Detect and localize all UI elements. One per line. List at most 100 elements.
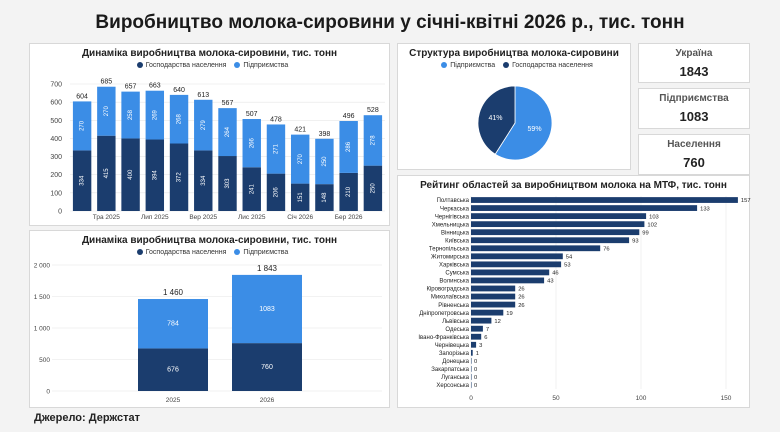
bar-enterprises: [169, 94, 189, 144]
pie-label: 41%: [488, 115, 502, 122]
data-label-households: 415: [104, 168, 110, 179]
data-label-value: 3: [479, 343, 482, 349]
y-tick-label: 1 000: [34, 326, 51, 333]
data-label-total: 1 843: [257, 264, 278, 273]
bar-households: [363, 165, 383, 211]
bar-enterprises: [145, 90, 165, 140]
structure-chart-legend: Підприємства Господарства населення: [398, 62, 630, 69]
bar-enterprises: [97, 86, 116, 136]
region-label: Рівненська: [438, 303, 469, 309]
data-label-value: 7: [486, 327, 489, 333]
bar-enterprises: [194, 99, 213, 151]
data-label-value: 103: [649, 214, 659, 220]
bar-region: [471, 317, 492, 324]
region-label: Запорізька: [439, 351, 470, 357]
y-tick-label: 300: [50, 154, 62, 161]
region-label: Волинська: [439, 279, 469, 285]
x-tick-label: 2025: [166, 397, 181, 404]
monthly-chart-panel: Динаміка виробництва молока-сировини, ти…: [29, 43, 390, 226]
bar-region: [471, 213, 647, 219]
bar-enterprises: [232, 274, 302, 344]
x-tick-label: 0: [469, 395, 473, 402]
monthly-chart-legend: Господарства населення Підприємства: [30, 62, 389, 69]
region-label: Луганська: [441, 375, 470, 381]
region-label: Черкаська: [440, 206, 470, 212]
data-label-total: 657: [125, 84, 137, 91]
y-tick-label: 100: [50, 190, 62, 197]
legend-dot-enterprises: [234, 249, 241, 256]
y-tick-label: 0: [46, 389, 50, 396]
bar-households: [315, 184, 334, 211]
kpi-label-enterprises: Підприємства: [659, 93, 729, 104]
bar-region: [471, 197, 738, 203]
data-label-enterprises: 270: [298, 153, 304, 164]
data-label-total: 528: [367, 107, 379, 114]
bar-region: [471, 341, 477, 348]
kpi-label-ukraine: Україна: [675, 48, 713, 59]
data-label-total: 398: [319, 131, 331, 138]
data-label-total: 1 460: [163, 288, 184, 297]
x-tick-label: Тра 2025: [93, 214, 120, 221]
structure-pie-svg: 59% 41%: [477, 85, 553, 161]
x-tick-label: Лип 2025: [141, 214, 169, 221]
data-label-value: 99: [642, 230, 648, 236]
data-label-enterprises: 270: [80, 120, 86, 131]
bar-enterprises: [218, 108, 237, 157]
legend-dot-enterprises: [234, 62, 241, 69]
data-label-value: 102: [647, 222, 657, 228]
data-label-households: 148: [322, 192, 328, 203]
bar-region: [471, 366, 472, 372]
region-label: Сумська: [445, 271, 469, 277]
pie-label: 59%: [528, 126, 542, 133]
data-label-enterprises: 264: [225, 126, 231, 137]
bar-households: [266, 173, 286, 211]
region-label: Одеська: [445, 327, 469, 333]
legend-dot-households: [503, 62, 510, 69]
data-label-total: 496: [343, 113, 355, 120]
bar-households: [97, 135, 116, 211]
kpi-card-households: Населення 760: [638, 134, 750, 175]
annual-chart-panel: Динаміка виробництва молока-сировини, ти…: [29, 230, 390, 408]
y-tick-label: 600: [50, 100, 62, 107]
legend-label-enterprises: Підприємства: [243, 62, 289, 69]
bar-region: [471, 205, 698, 211]
bar-households: [145, 139, 165, 211]
legend-label-enterprises: Підприємства: [450, 62, 496, 69]
bar-households: [242, 167, 261, 211]
data-label-enterprises: 1083: [259, 306, 275, 313]
bar-households: [72, 150, 92, 211]
bar-enterprises: [315, 138, 334, 185]
data-label-enterprises: 286: [346, 141, 352, 152]
x-tick-label: Вер 2025: [189, 214, 217, 221]
data-label-households: 210: [346, 186, 352, 197]
data-label-value: 46: [552, 271, 558, 277]
x-tick-label: 2026: [260, 397, 275, 404]
data-label-value: 0: [474, 383, 477, 389]
region-label: Тернопільська: [429, 246, 470, 252]
bar-enterprises: [339, 121, 358, 173]
bar-region: [471, 301, 516, 308]
data-label-enterprises: 250: [322, 156, 328, 167]
bar-region: [471, 309, 504, 316]
bar-region: [471, 277, 545, 284]
legend-label-enterprises: Підприємства: [243, 249, 289, 256]
region-label: Полтавська: [437, 198, 470, 204]
bar-region: [471, 333, 482, 340]
data-label-households: 250: [370, 183, 376, 194]
data-label-value: 93: [632, 238, 638, 244]
data-label-enterprises: 268: [177, 114, 183, 125]
bar-households: [121, 138, 140, 211]
region-label: Чернігівська: [435, 214, 470, 220]
bar-enterprises: [242, 119, 261, 168]
data-label-total: 663: [149, 83, 161, 90]
data-label-value: 19: [506, 311, 512, 317]
x-tick-label: 100: [636, 395, 647, 402]
pie-slice: [494, 85, 553, 161]
legend-label-households: Господарства населення: [512, 62, 593, 69]
region-label: Кіровоградська: [426, 287, 469, 293]
x-tick-label: 150: [721, 395, 732, 402]
data-label-total: 685: [101, 79, 113, 86]
kpi-label-households: Населення: [667, 139, 721, 150]
bar-region: [471, 229, 640, 236]
region-label: Вінницька: [441, 230, 470, 236]
